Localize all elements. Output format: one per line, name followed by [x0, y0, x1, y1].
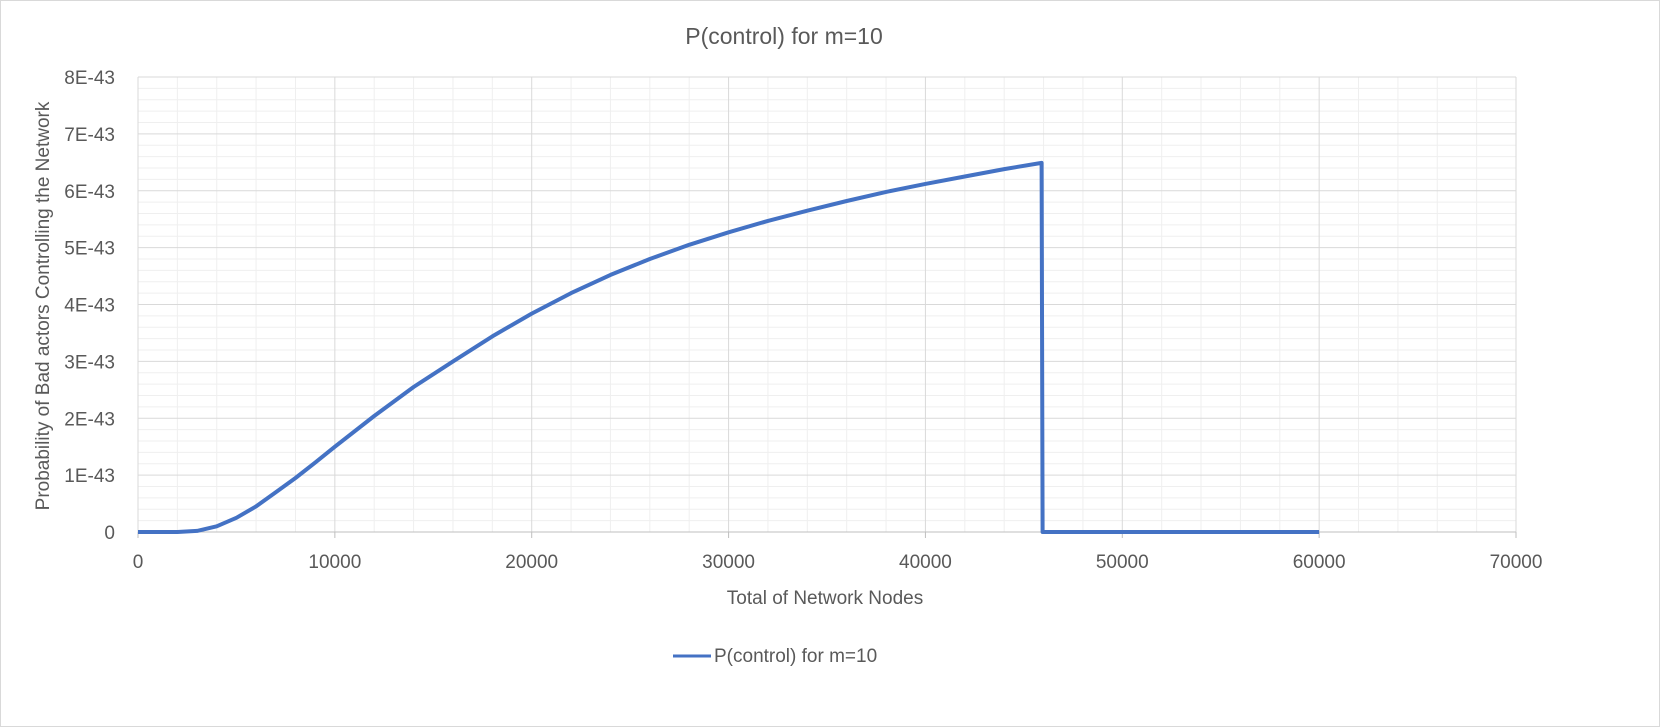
chart-title: P(control) for m=10	[685, 23, 883, 49]
legend-label: P(control) for m=10	[714, 646, 877, 667]
y-axis-ticks: 0 1E-43 2E-43 3E-43 4E-43 5E-43 6E-43 7E-43 8E-4…	[64, 68, 115, 544]
y-tick-label: 6E-43	[64, 182, 115, 203]
x-tick-label: 30000	[702, 552, 755, 573]
x-tick-label: 10000	[308, 552, 361, 573]
y-tick-label: 0	[104, 523, 115, 544]
y-tick-label: 1E-43	[64, 466, 115, 487]
y-tick-label: 7E-43	[64, 125, 115, 146]
x-axis-label: Total of Network Nodes	[727, 588, 923, 609]
y-axis-label: Probability of Bad actors Controlling th…	[33, 101, 54, 510]
y-tick-label: 8E-43	[64, 68, 115, 89]
x-axis-ticks: 0 10000 20000 30000 40000 50000 60000 70000	[133, 552, 1543, 573]
x-tick-label: 70000	[1490, 552, 1543, 573]
y-tick-label: 2E-43	[64, 409, 115, 430]
major-gridlines	[137, 76, 1517, 538]
x-tick-label: 20000	[505, 552, 558, 573]
x-tick-label: 0	[133, 552, 144, 573]
x-tick-label: 50000	[1096, 552, 1149, 573]
series-line	[138, 160, 1320, 534]
series-group	[138, 160, 1320, 534]
y-tick-label: 4E-43	[64, 296, 115, 317]
x-tick-label: 60000	[1293, 552, 1346, 573]
x-tick-label: 40000	[899, 552, 952, 573]
y-tick-label: 3E-43	[64, 352, 115, 373]
legend: P(control) for m=10	[673, 646, 877, 667]
y-tick-label: 5E-43	[64, 239, 115, 260]
